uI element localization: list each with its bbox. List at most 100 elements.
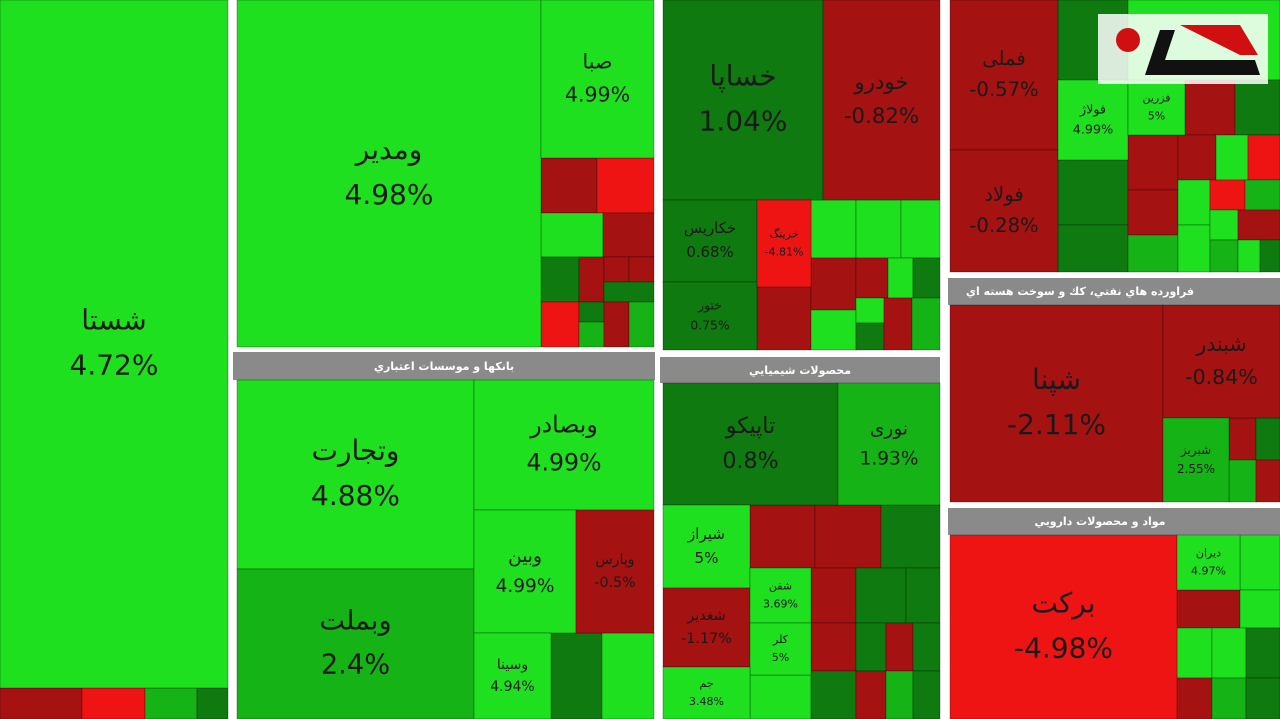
small-tile: [628, 256, 655, 283]
group-header: مواد و محصولات دارويي: [1034, 515, 1165, 528]
small-tile: [1247, 134, 1280, 181]
tile-name: فملی: [982, 47, 1026, 70]
small-tile: [603, 281, 655, 303]
small-tile: [1209, 179, 1246, 211]
tile-value: -0.82%: [844, 104, 919, 129]
tile-value: 1.93%: [860, 448, 919, 469]
tile-name: خساپا: [709, 60, 776, 93]
small-tile: [810, 257, 857, 311]
logo-shape: [1180, 25, 1258, 55]
tile: [662, 504, 751, 589]
tile: [473, 509, 577, 634]
small-tile: [855, 670, 887, 719]
small-tile: [900, 199, 941, 259]
logo: [1098, 14, 1268, 84]
tile-name: برکت: [1031, 587, 1095, 620]
small-tile: [1177, 179, 1211, 226]
small-tile: [810, 309, 857, 351]
small-tile: [1057, 159, 1129, 226]
tile: [822, 0, 941, 201]
tile-name: فولاژ: [1079, 101, 1106, 117]
tile-value: 5%: [1148, 109, 1165, 122]
tile-value: 2.55%: [1177, 462, 1215, 476]
tile-value: -1.17%: [681, 631, 732, 647]
tile-value: 5%: [772, 651, 789, 664]
small-tile: [578, 301, 605, 323]
small-tile: [1209, 239, 1239, 273]
small-tile: [855, 297, 885, 324]
tile-value: 4.94%: [490, 679, 534, 695]
logo-shape: [1145, 30, 1260, 75]
tile: [949, 0, 1059, 151]
tile-value: 2.4%: [321, 649, 390, 680]
small-tile: [905, 567, 941, 624]
tile: [749, 622, 812, 676]
tile: [756, 199, 812, 288]
tile-name: صبا: [583, 50, 613, 74]
tile-value: 3.69%: [763, 597, 798, 610]
small-tile: [756, 286, 812, 351]
tile-value: 4.98%: [345, 178, 434, 211]
small-tile: [1209, 209, 1239, 241]
tile: [236, 0, 542, 348]
small-tile: [540, 212, 604, 258]
tile: [1127, 79, 1186, 136]
tile-value: -4.98%: [1014, 631, 1113, 664]
small-tile: [810, 567, 857, 624]
small-tile: [628, 301, 655, 348]
tile: [473, 379, 655, 511]
group-header: محصولات شيميايي: [749, 364, 851, 377]
tile-name: تاپیکو: [725, 413, 776, 439]
small-tile: [1255, 459, 1280, 503]
tile-name: وبین: [508, 546, 542, 567]
tile: [662, 0, 824, 201]
tile: [236, 568, 475, 719]
tile-value: 4.72%: [70, 348, 159, 381]
small-tile: [1176, 677, 1213, 719]
small-tile: [144, 687, 198, 719]
tile-name: وبصادر: [529, 411, 598, 439]
tile-value: 5%: [695, 549, 719, 567]
small-tile: [1211, 627, 1247, 679]
tile-name: وتجارت: [312, 434, 400, 467]
small-tile: [81, 687, 146, 719]
small-tile: [578, 321, 605, 348]
small-tile: [1177, 134, 1217, 181]
tile-name: شبندر: [1195, 332, 1246, 356]
small-tile: [1127, 234, 1179, 273]
tile-value: 4.99%: [1073, 122, 1113, 137]
small-tile: [749, 504, 816, 569]
tile-name: شیراز: [687, 525, 725, 543]
tile-value: -0.5%: [594, 575, 635, 591]
tile: [575, 509, 655, 634]
tile-name: خکاریس: [684, 219, 736, 237]
tile-value: -0.28%: [969, 214, 1038, 237]
small-tile: [578, 256, 605, 303]
tile-name: کلر: [772, 633, 789, 646]
small-tile: [883, 297, 913, 351]
tile-value: 1.04%: [699, 104, 788, 137]
tile-name: شپنا: [1032, 363, 1081, 396]
small-tile: [855, 257, 889, 299]
tile-name: شفن: [769, 580, 792, 593]
small-tile: [1127, 189, 1179, 236]
small-tile: [1176, 589, 1241, 629]
tile: [662, 382, 839, 506]
small-tile: [0, 687, 83, 719]
tile-name: شستا: [81, 304, 146, 337]
group-header-bg: [660, 357, 940, 383]
small-tile: [540, 157, 598, 214]
small-tile: [1237, 209, 1280, 241]
small-tile: [1259, 239, 1280, 273]
small-tile: [1239, 534, 1280, 591]
tile: [0, 0, 229, 689]
tile-value: 4.88%: [311, 479, 400, 512]
small-tile: [1237, 239, 1261, 273]
small-tile: [1211, 677, 1247, 719]
tile-name: شبریز: [1180, 443, 1211, 458]
small-tile: [1228, 459, 1257, 503]
tile-value: 4.97%: [1191, 564, 1226, 577]
tile: [662, 666, 751, 719]
